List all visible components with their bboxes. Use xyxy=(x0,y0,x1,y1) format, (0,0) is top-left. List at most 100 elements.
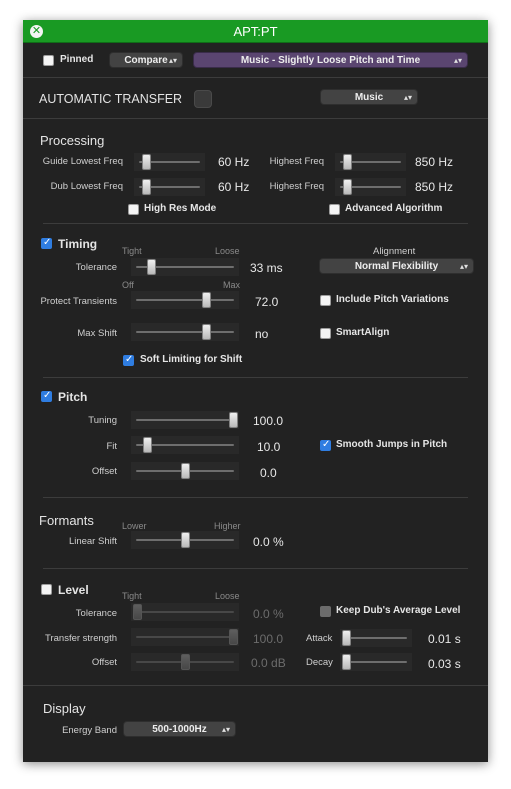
dub-lowest-freq-slider[interactable] xyxy=(134,178,205,196)
attack-slider[interactable] xyxy=(340,629,412,647)
slider-thumb[interactable] xyxy=(342,630,351,646)
alignment-dropdown[interactable]: Normal Flexibility ▴▾ xyxy=(319,258,474,274)
pitch-checkbox[interactable] xyxy=(41,390,52,402)
slider-thumb[interactable] xyxy=(342,154,352,170)
attack-value: 0.01 s xyxy=(428,632,461,646)
dub-highest-freq-label: Highest Freq xyxy=(269,181,324,192)
energy-band-value: 500-1000Hz xyxy=(152,724,207,735)
slider-thumb[interactable] xyxy=(342,179,352,195)
slider-thumb[interactable] xyxy=(181,463,190,479)
title-bar: ✕ APT:PT xyxy=(23,20,488,43)
soft-limiting-label: Soft Limiting for Shift xyxy=(140,354,243,365)
slider-thumb[interactable] xyxy=(181,532,190,548)
slider-thumb[interactable] xyxy=(202,292,212,308)
slider-thumb[interactable] xyxy=(342,654,351,670)
transfer-mode-label: Music xyxy=(354,92,384,103)
pitch-offset-slider[interactable] xyxy=(131,462,239,480)
formants-min-label: Lower xyxy=(122,521,147,531)
max-shift-slider[interactable] xyxy=(131,323,239,341)
smartalign-checkbox[interactable] xyxy=(320,328,331,339)
level-offset-value: 0.0 dB xyxy=(251,656,286,670)
slider-thumb[interactable] xyxy=(142,437,152,453)
preset-label: Music - Slightly Loose Pitch and Time xyxy=(240,55,421,66)
level-tolerance-label: Tolerance xyxy=(75,608,117,619)
decay-slider[interactable] xyxy=(340,653,412,671)
attack-label: Attack xyxy=(306,633,333,644)
protect-transients-label: Protect Transients xyxy=(40,296,117,307)
smartalign-label: SmartAlign xyxy=(336,327,390,338)
energy-band-dropdown[interactable]: 500-1000Hz ▴▾ xyxy=(123,721,236,737)
pitch-header: Pitch xyxy=(58,390,88,404)
level-checkbox[interactable] xyxy=(41,584,52,595)
transfer-strength-slider[interactable] xyxy=(131,628,239,646)
dub-lowest-freq-value: 60 Hz xyxy=(218,180,250,194)
updown-icon: ▴▾ xyxy=(403,93,412,102)
max-shift-value: no xyxy=(255,327,269,341)
timing-tolerance-slider[interactable] xyxy=(131,258,239,276)
slider-thumb[interactable] xyxy=(147,259,157,275)
decay-value: 0.03 s xyxy=(428,657,461,671)
level-offset-label: Offset xyxy=(91,657,117,668)
tuning-label: Tuning xyxy=(88,415,117,426)
dub-lowest-freq-label: Dub Lowest Freq xyxy=(50,181,123,192)
compare-dropdown[interactable]: Compare ▴▾ xyxy=(109,52,183,68)
guide-lowest-freq-slider[interactable] xyxy=(134,153,205,171)
tuning-slider[interactable] xyxy=(131,411,239,429)
divider xyxy=(23,685,488,686)
timing-tolerance-label: Tolerance xyxy=(75,262,117,273)
level-offset-slider[interactable] xyxy=(131,653,239,671)
slider-thumb[interactable] xyxy=(133,604,142,620)
alignment-label: Alignment xyxy=(373,246,416,257)
slider-thumb[interactable] xyxy=(181,654,190,670)
advanced-algorithm-checkbox[interactable] xyxy=(329,204,340,215)
guide-lowest-freq-value: 60 Hz xyxy=(218,155,250,169)
dub-highest-freq-value: 850 Hz xyxy=(415,180,454,194)
transfer-mode-dropdown[interactable]: Music ▴▾ xyxy=(320,89,418,105)
keep-average-level-checkbox[interactable] xyxy=(320,606,331,617)
pitch-offset-label: Offset xyxy=(91,466,117,477)
divider xyxy=(23,118,488,119)
level-tolerance-min-label: Tight xyxy=(122,591,142,601)
pinned-checkbox[interactable] xyxy=(43,55,54,66)
advanced-algorithm-label: Advanced Algorithm xyxy=(345,203,443,214)
high-res-mode-label: High Res Mode xyxy=(144,203,217,214)
slider-thumb[interactable] xyxy=(141,154,151,170)
divider xyxy=(43,497,468,498)
close-icon[interactable]: ✕ xyxy=(30,25,43,38)
slider-thumb[interactable] xyxy=(229,629,238,645)
protect-max-label: Max xyxy=(223,280,241,290)
guide-highest-freq-slider[interactable] xyxy=(335,153,406,171)
updown-icon: ▴▾ xyxy=(459,262,468,271)
divider xyxy=(43,223,468,224)
fit-slider[interactable] xyxy=(131,436,239,454)
include-pitch-variations-checkbox[interactable] xyxy=(320,295,331,306)
dub-highest-freq-slider[interactable] xyxy=(335,178,406,196)
formants-header: Formants xyxy=(39,513,94,528)
timing-checkbox[interactable] xyxy=(41,237,52,249)
linear-shift-slider[interactable] xyxy=(131,531,239,549)
tuning-value: 100.0 xyxy=(253,414,284,428)
slider-thumb[interactable] xyxy=(229,412,238,428)
pinned-label: Pinned xyxy=(60,54,94,65)
soft-limiting-checkbox[interactable] xyxy=(123,354,134,366)
include-pitch-variations-label: Include Pitch Variations xyxy=(336,294,449,305)
tolerance-min-label: Tight xyxy=(122,246,142,256)
slider-thumb[interactable] xyxy=(141,179,151,195)
level-tolerance-value: 0.0 % xyxy=(253,607,284,621)
smooth-jumps-checkbox[interactable] xyxy=(320,439,331,451)
updown-icon: ▴▾ xyxy=(168,56,177,65)
level-tolerance-slider[interactable] xyxy=(131,603,239,621)
slider-thumb[interactable] xyxy=(202,324,212,340)
protect-min-label: Off xyxy=(122,280,134,290)
automatic-transfer-button[interactable] xyxy=(194,90,212,108)
fit-label: Fit xyxy=(106,441,117,452)
high-res-mode-checkbox[interactable] xyxy=(128,204,139,215)
preset-dropdown[interactable]: Music - Slightly Loose Pitch and Time ▴▾ xyxy=(193,52,468,68)
transfer-strength-label: Transfer strength xyxy=(45,633,117,644)
plugin-window: ✕ APT:PT Pinned Compare ▴▾ Music - Sligh… xyxy=(23,20,488,762)
divider xyxy=(43,377,468,378)
protect-transients-slider[interactable] xyxy=(131,291,239,309)
formants-max-label: Higher xyxy=(214,521,241,531)
smooth-jumps-label: Smooth Jumps in Pitch xyxy=(336,439,448,450)
window-title: APT:PT xyxy=(233,24,278,39)
